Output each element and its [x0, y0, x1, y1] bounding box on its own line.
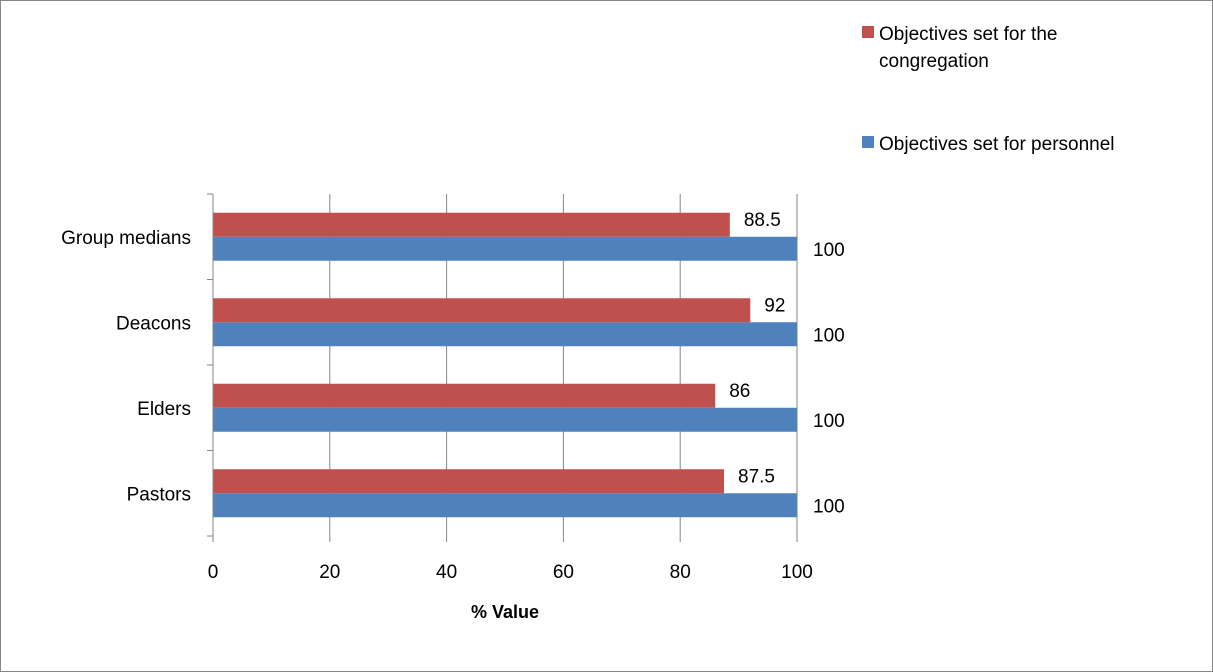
- data-label: 100: [813, 411, 845, 432]
- x-tick-label: 20: [319, 562, 340, 583]
- x-tick-label: 80: [670, 562, 691, 583]
- axes: % Value 0 20 40 60 80 100 Pastors Elders Deacons…: [61, 193, 813, 622]
- legend-label: congregation: [879, 51, 989, 72]
- x-axis-title: % Value: [471, 602, 539, 622]
- bars: [213, 212, 797, 518]
- legend-label: Objectives set for the: [879, 24, 1057, 45]
- x-tick-label: 100: [781, 562, 813, 583]
- data-label: 100: [813, 496, 845, 517]
- data-label: 87.5: [738, 466, 775, 487]
- bar-personnel: [213, 236, 797, 261]
- legend-swatch: [862, 136, 874, 148]
- category-label: Group medians: [61, 228, 191, 249]
- bar-congregation: [213, 298, 751, 323]
- legend-label: Objectives set for personnel: [879, 134, 1115, 155]
- data-label: 92: [764, 295, 785, 316]
- bar-congregation: [213, 212, 730, 237]
- data-labels: 100 87.5 100 86 100 92 100 88.5: [729, 210, 844, 518]
- bar-personnel: [213, 407, 797, 432]
- category-label: Pastors: [127, 484, 191, 505]
- data-label: 100: [813, 240, 845, 261]
- category-label: Deacons: [116, 313, 191, 334]
- bar-congregation: [213, 383, 716, 408]
- x-tick-label: 0: [208, 562, 219, 583]
- legend: Objectives set for the congregation Object…: [862, 24, 1115, 155]
- data-label: 88.5: [744, 210, 781, 231]
- bar-personnel: [213, 493, 797, 518]
- legend-swatch: [862, 26, 874, 38]
- bar-personnel: [213, 322, 797, 347]
- x-tick-label: 40: [436, 562, 457, 583]
- bar-congregation: [213, 469, 724, 494]
- data-label: 100: [813, 325, 845, 346]
- data-label: 86: [729, 381, 750, 402]
- x-tick-label: 60: [553, 562, 574, 583]
- category-label: Elders: [137, 399, 191, 420]
